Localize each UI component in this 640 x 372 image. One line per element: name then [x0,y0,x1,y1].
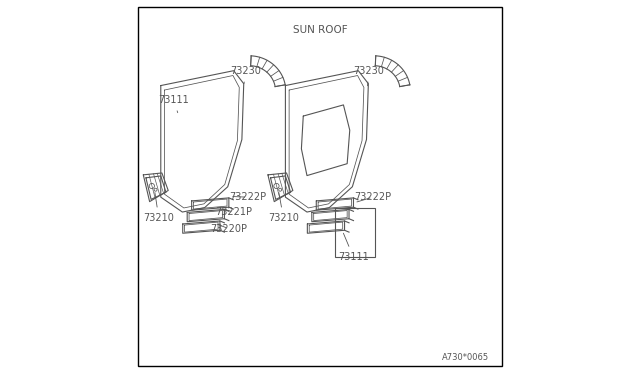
Text: 73230: 73230 [230,67,261,84]
Text: 73220P: 73220P [211,224,247,234]
Text: 73230: 73230 [353,67,385,86]
Text: 73222P: 73222P [354,192,391,202]
Text: A730*0065: A730*0065 [442,353,489,362]
Text: 73111: 73111 [338,233,369,262]
Text: SUN ROOF: SUN ROOF [292,25,348,35]
Text: 73222P: 73222P [229,192,266,202]
Text: 73210: 73210 [268,192,299,222]
Text: 73210: 73210 [143,192,174,222]
Bar [335,208,375,257]
Text: 73111: 73111 [158,96,189,113]
Text: 73221P: 73221P [215,207,252,217]
